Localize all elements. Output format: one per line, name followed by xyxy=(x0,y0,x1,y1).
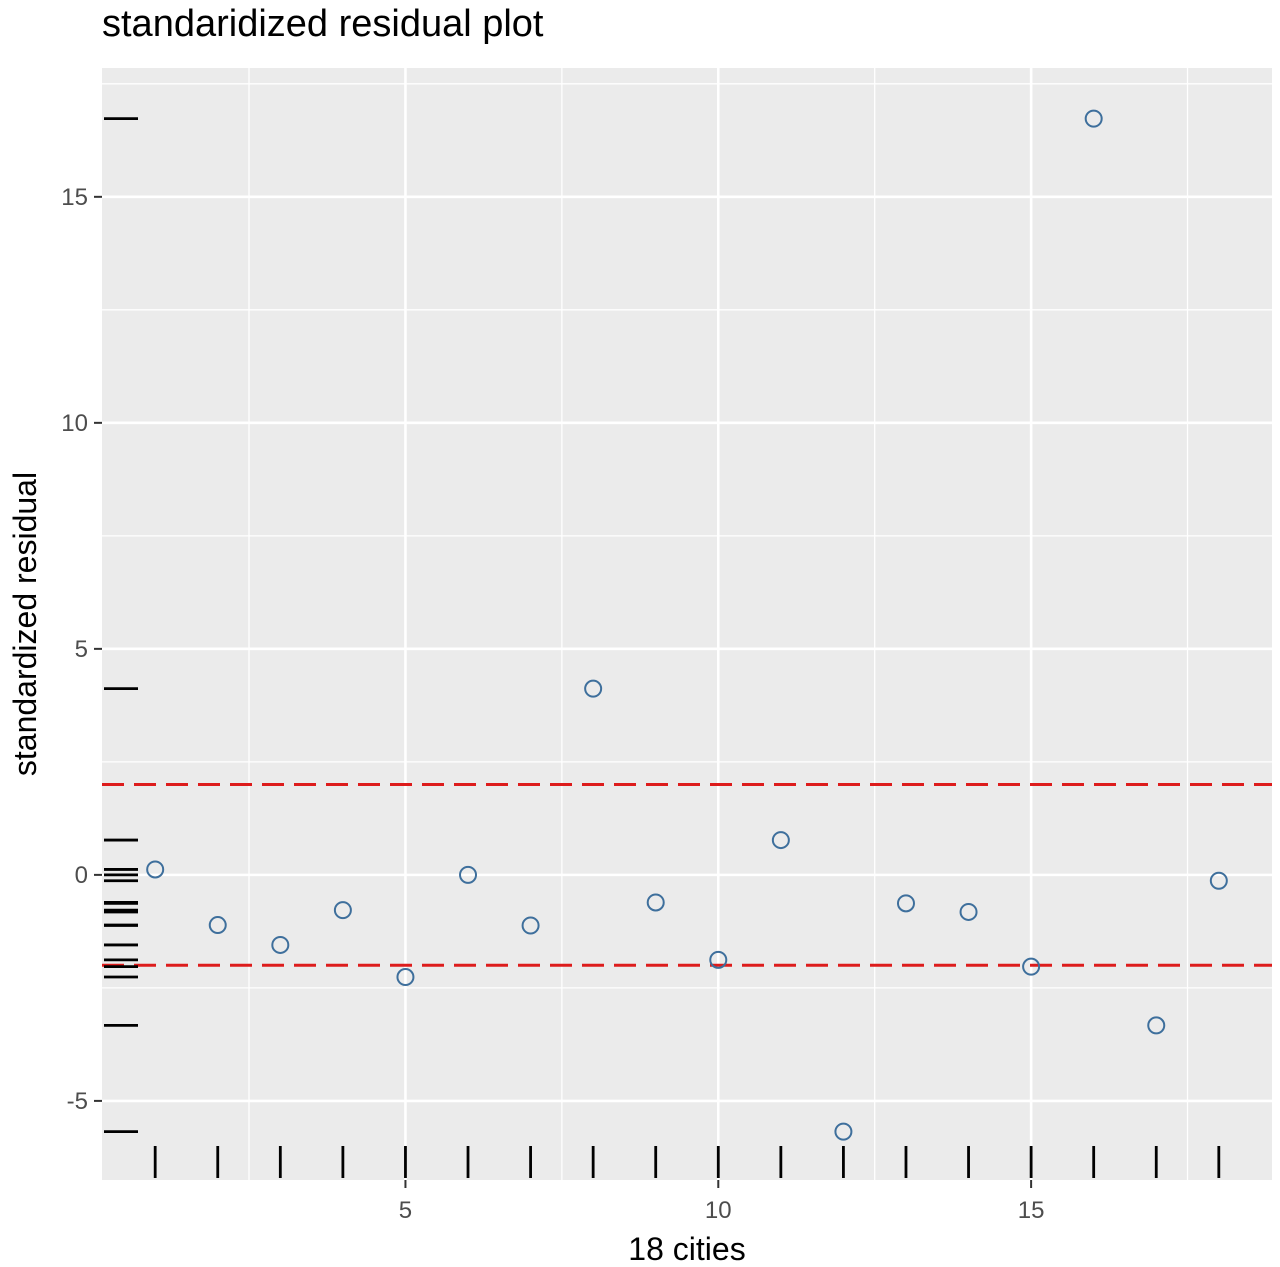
y-tick-label: 0 xyxy=(75,862,88,889)
y-axis-title: standardized residual xyxy=(7,472,43,776)
major-gridlines xyxy=(102,68,1272,1180)
data-point xyxy=(1209,871,1228,890)
data-point xyxy=(521,916,540,935)
x-axis: 5 10 15 xyxy=(399,1180,1045,1224)
data-point xyxy=(709,950,728,969)
y-tick-label: 15 xyxy=(61,184,88,211)
x-tick-label: 15 xyxy=(1018,1197,1045,1224)
data-points xyxy=(146,109,1228,1141)
data-point xyxy=(459,865,478,884)
reference-lines xyxy=(102,782,1272,967)
y-axis: -5 0 5 10 15 xyxy=(61,184,102,1115)
chart-title: standaridized residual plot xyxy=(102,3,544,45)
data-point xyxy=(1147,1016,1166,1035)
x-tick-label: 10 xyxy=(705,1197,732,1224)
data-point xyxy=(396,968,415,987)
data-point xyxy=(208,916,227,935)
x-rug xyxy=(153,1146,1221,1178)
data-point xyxy=(333,901,352,920)
data-point xyxy=(271,935,290,954)
plot-panel xyxy=(102,68,1272,1180)
data-point xyxy=(1084,109,1103,128)
data-point xyxy=(771,831,790,850)
data-point xyxy=(959,902,978,921)
y-rug xyxy=(104,117,138,1134)
data-point xyxy=(834,1122,853,1141)
y-tick-label: 10 xyxy=(61,410,88,437)
x-tick-label: 5 xyxy=(399,1197,412,1224)
minor-gridlines xyxy=(102,68,1272,1180)
data-point xyxy=(646,893,665,912)
y-tick-label: 5 xyxy=(75,636,88,663)
data-point xyxy=(584,679,603,698)
data-point xyxy=(146,860,165,879)
y-tick-label: -5 xyxy=(67,1088,88,1115)
data-point xyxy=(896,894,915,913)
x-axis-title: 18 cities xyxy=(628,1231,745,1267)
data-point xyxy=(1022,957,1041,976)
